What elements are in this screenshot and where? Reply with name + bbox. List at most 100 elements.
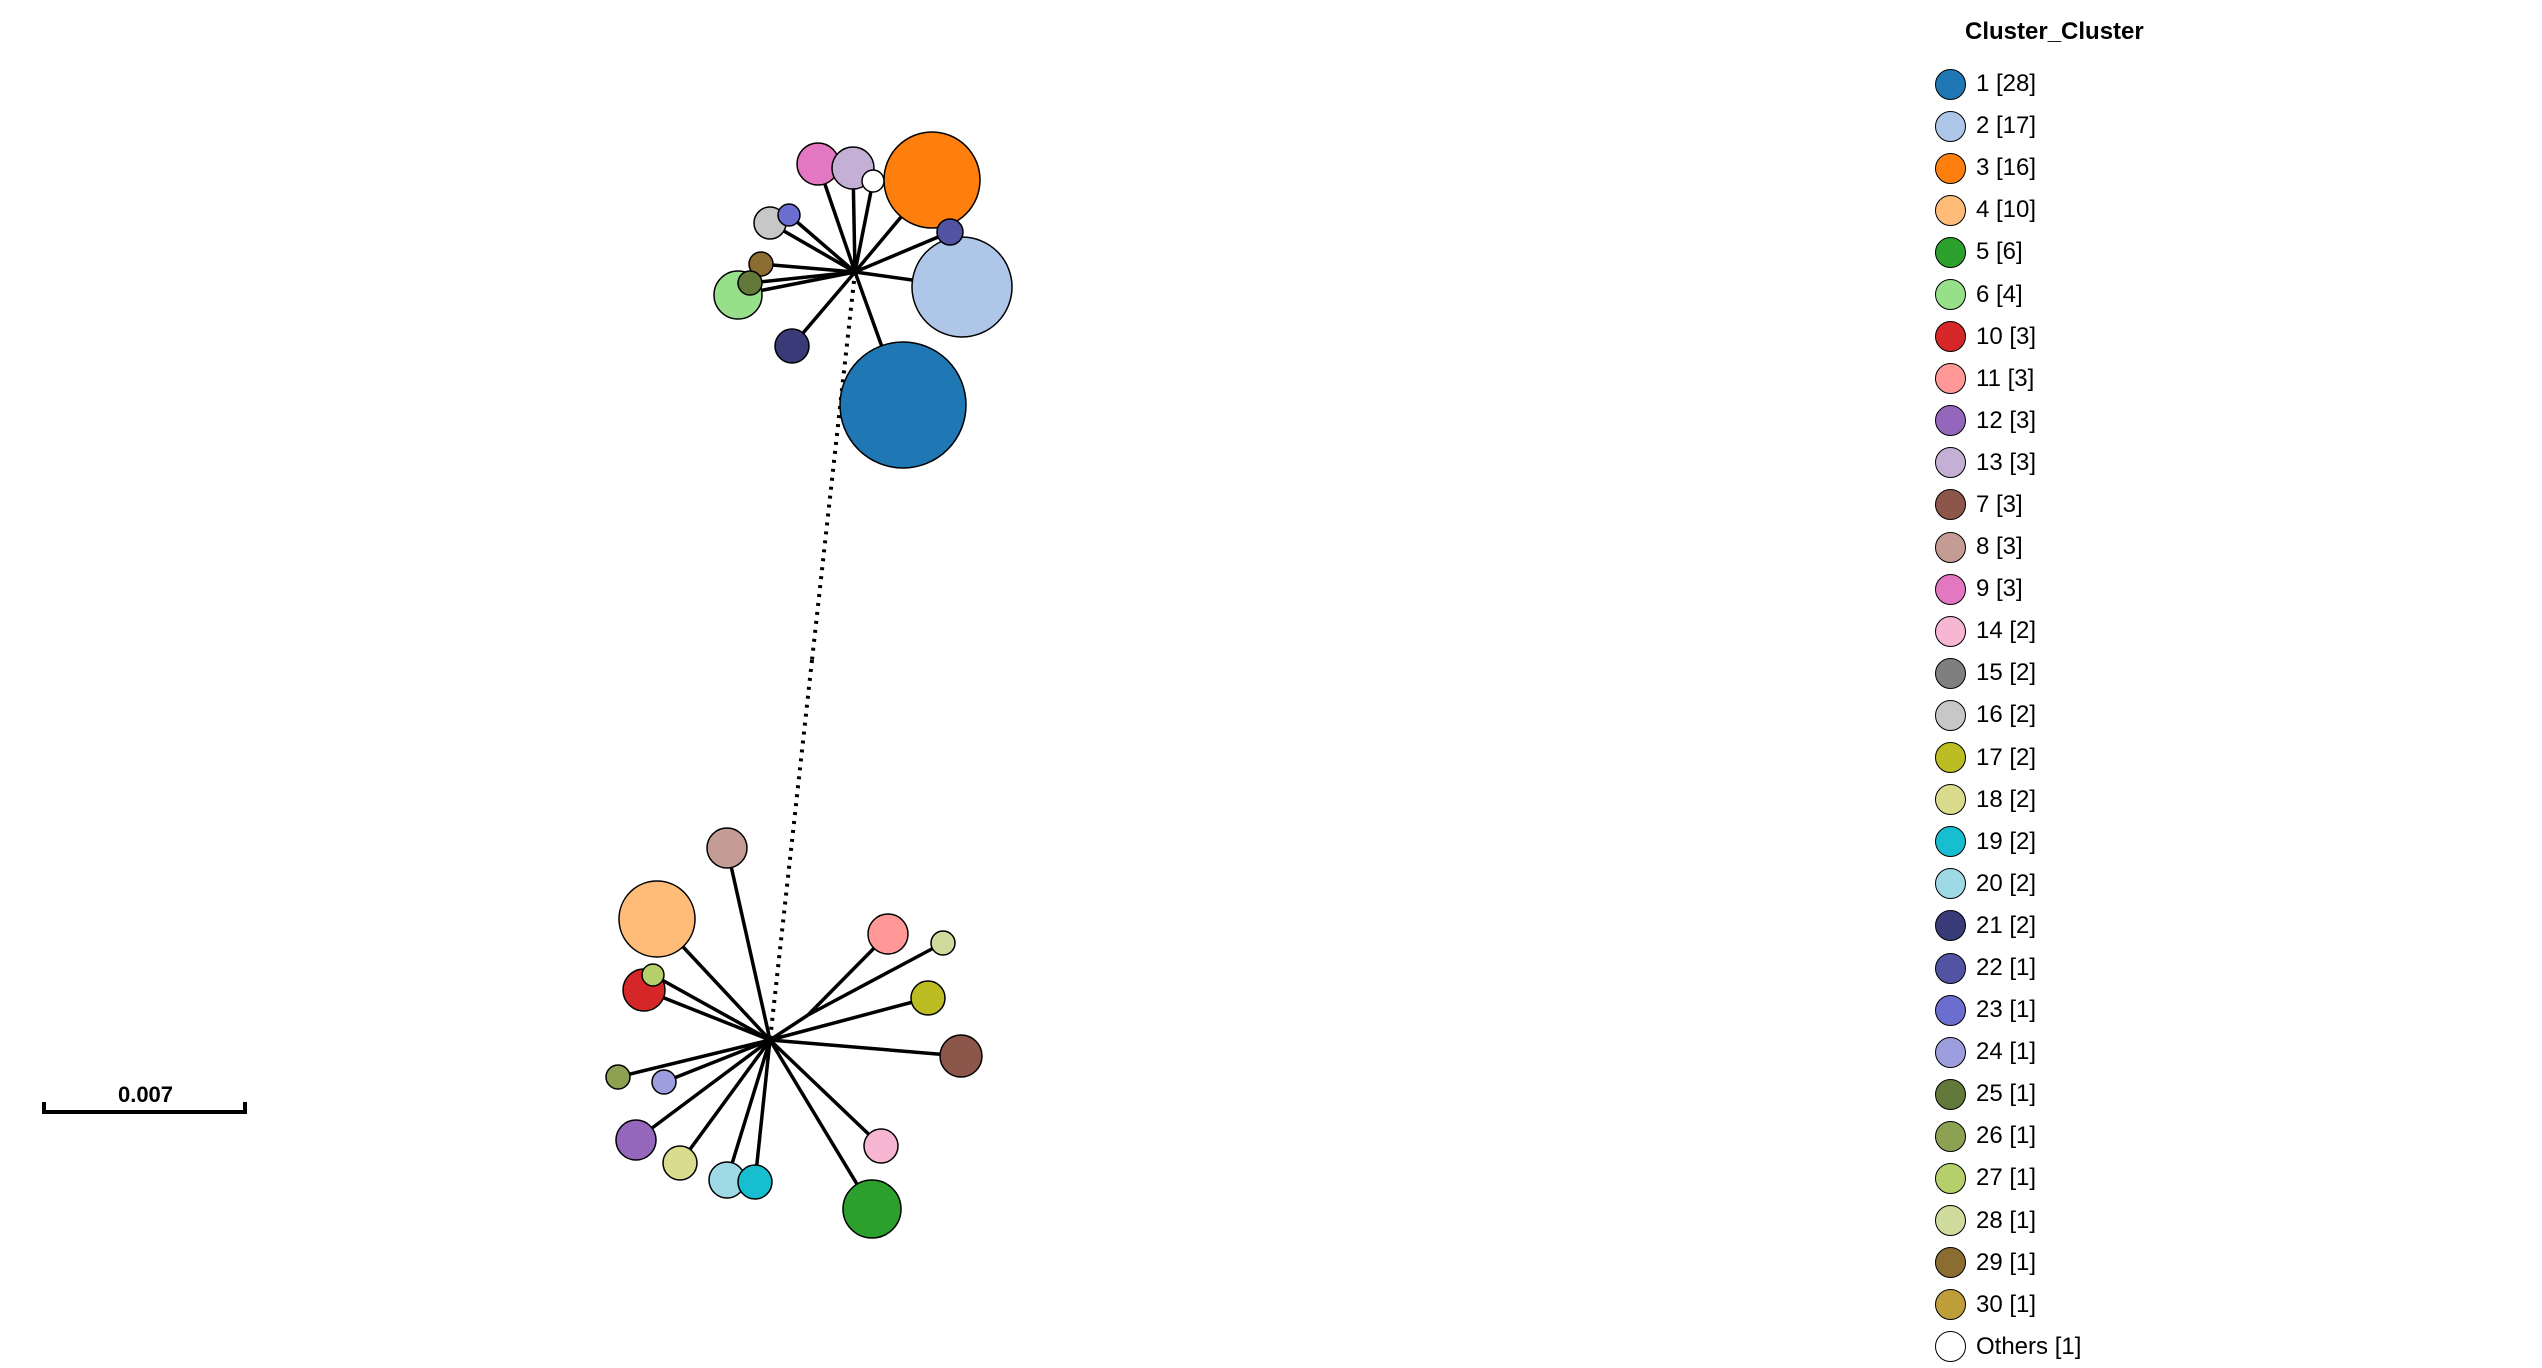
- tree-branch: [807, 941, 944, 1017]
- tree-node: [706, 827, 748, 869]
- legend-item: 17 [2]: [1935, 737, 2235, 779]
- legend-item: 21 [2]: [1935, 905, 2235, 947]
- legend-item: 15 [2]: [1935, 652, 2235, 694]
- legend-swatch: [1935, 615, 1966, 647]
- tree-branch-dashed: [768, 659, 814, 1041]
- legend-item: 2 [17]: [1935, 105, 2235, 147]
- legend-item: 16 [2]: [1935, 694, 2235, 736]
- legend-swatch: [1935, 699, 1966, 731]
- legend-label: 8 [3]: [1976, 533, 2023, 561]
- tree-branch: [643, 988, 771, 1042]
- legend-swatch: [1935, 1120, 1966, 1152]
- legend-item: 30 [1]: [1935, 1284, 2235, 1326]
- legend-item: 8 [3]: [1935, 526, 2235, 568]
- tree-branch: [753, 1039, 772, 1183]
- legend-item: 12 [3]: [1935, 400, 2235, 442]
- tree-branch: [678, 1038, 772, 1165]
- legend-swatch: [1935, 236, 1966, 268]
- tree-node: [839, 341, 967, 469]
- legend-swatch: [1935, 742, 1966, 774]
- tree-node: [861, 169, 885, 193]
- legend-swatch: [1935, 1289, 1966, 1321]
- legend-label: 18 [2]: [1976, 785, 2037, 813]
- legend-label: 25 [1]: [1976, 1080, 2037, 1108]
- scale-bar: 0.007: [38, 1082, 253, 1122]
- legend-swatch: [1935, 1078, 1966, 1110]
- legend-item: 20 [2]: [1935, 863, 2235, 905]
- legend-swatch: [1935, 194, 1966, 226]
- tree-branch: [787, 213, 857, 274]
- legend-label: Others [1]: [1976, 1332, 2082, 1360]
- minimum-spanning-tree: [605, 131, 1013, 1239]
- tree-branch: [749, 270, 856, 285]
- legend-label: 4 [10]: [1976, 196, 2037, 224]
- tree-branch: [760, 262, 856, 274]
- tree-node: [777, 203, 801, 227]
- tree-node: [615, 1119, 657, 1161]
- legend-swatch: [1935, 1036, 1966, 1068]
- legend-swatch: [1935, 1205, 1966, 1237]
- legend-swatch: [1935, 531, 1966, 563]
- legend-item: 27 [1]: [1935, 1157, 2235, 1199]
- scale-bar-tick-right: [243, 1102, 247, 1114]
- tree-node: [748, 251, 774, 277]
- tree-node: [605, 1064, 631, 1090]
- legend-swatch: [1935, 68, 1966, 100]
- legend-label: 10 [3]: [1976, 322, 2037, 350]
- legend-swatch: [1935, 363, 1966, 395]
- legend-label: 27 [1]: [1976, 1164, 2037, 1192]
- legend-swatch: [1935, 784, 1966, 816]
- legend-label: 19 [2]: [1976, 827, 2037, 855]
- tree-branch: [769, 996, 929, 1042]
- tree-branch: [663, 1038, 771, 1084]
- tree-branch: [652, 973, 771, 1042]
- legend-label: 30 [1]: [1976, 1290, 2037, 1318]
- legend-item: 25 [1]: [1935, 1073, 2235, 1115]
- tree-node: [651, 1069, 677, 1095]
- legend-swatch: [1935, 868, 1966, 900]
- legend-swatch: [1935, 952, 1966, 984]
- legend-label: 24 [1]: [1976, 1038, 2037, 1066]
- tree-node: [910, 980, 946, 1016]
- legend-swatch: [1935, 405, 1966, 437]
- legend-swatch: [1935, 1331, 1966, 1363]
- legend-item: 11 [3]: [1935, 358, 2235, 400]
- legend-item: 3 [16]: [1935, 147, 2235, 189]
- legend-item: 22 [1]: [1935, 947, 2235, 989]
- tree-branch: [725, 847, 772, 1041]
- legend-label: 23 [1]: [1976, 996, 2037, 1024]
- legend-swatch: [1935, 573, 1966, 605]
- legend-label: 14 [2]: [1976, 617, 2037, 645]
- legend-item: 9 [3]: [1935, 568, 2235, 610]
- legend-swatch: [1935, 910, 1966, 942]
- legend-label: 21 [2]: [1976, 911, 2037, 939]
- legend-label: 2 [17]: [1976, 112, 2037, 140]
- tree-node: [774, 328, 810, 364]
- legend-item: 4 [10]: [1935, 189, 2235, 231]
- legend-item: 18 [2]: [1935, 779, 2235, 821]
- legend-swatch: [1935, 279, 1966, 311]
- legend-item: 29 [1]: [1935, 1242, 2235, 1284]
- legend-swatch: [1935, 110, 1966, 142]
- tree-branch-dashed: [810, 271, 857, 661]
- legend-item: 14 [2]: [1935, 610, 2235, 652]
- legend-item: 10 [3]: [1935, 316, 2235, 358]
- scale-bar-tick-left: [42, 1102, 46, 1114]
- legend-item: 23 [1]: [1935, 989, 2235, 1031]
- tree-branch: [768, 1038, 883, 1148]
- legend-label: 26 [1]: [1976, 1122, 2037, 1150]
- tree-node: [737, 270, 763, 296]
- legend-item: 13 [3]: [1935, 442, 2235, 484]
- legend-label: 29 [1]: [1976, 1248, 2037, 1276]
- tree-branch: [854, 230, 951, 274]
- legend-label: 1 [28]: [1976, 70, 2037, 98]
- scale-bar-label: 0.007: [117, 1082, 174, 1107]
- legend-label: 15 [2]: [1976, 659, 2037, 687]
- legend-label: 9 [3]: [1976, 575, 2023, 603]
- legend-item: Others [1]: [1935, 1326, 2235, 1368]
- tree-node: [939, 1034, 983, 1078]
- tree-node: [930, 930, 956, 956]
- tree-node: [911, 236, 1013, 338]
- legend-swatch: [1935, 1162, 1966, 1194]
- legend-swatch: [1935, 489, 1966, 521]
